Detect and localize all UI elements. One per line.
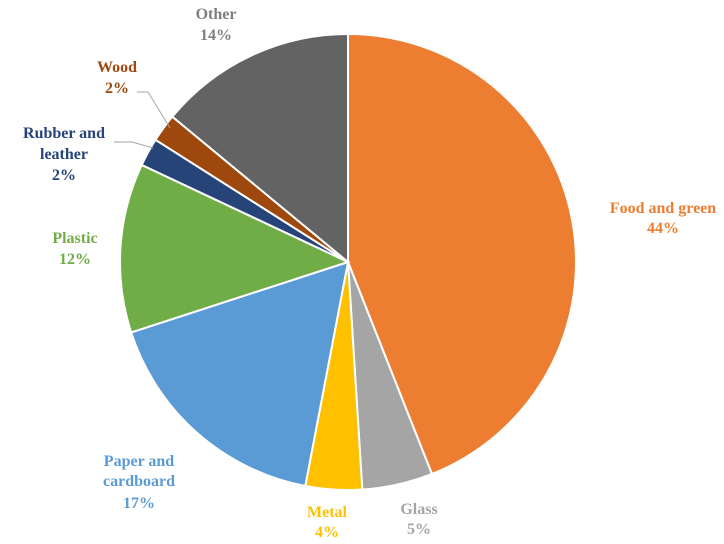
slice-label-metal: Metal 4% xyxy=(307,504,348,541)
slice-value-food-and-green: 44% xyxy=(647,220,679,237)
slice-value-paper-and-cardboard: 17% xyxy=(123,495,155,512)
slice-value-rubber-and-leather: 2% xyxy=(52,167,76,184)
pie-slices xyxy=(119,32,577,491)
slice-name-other: Other xyxy=(196,6,237,23)
slice-value-wood: 2% xyxy=(105,80,129,97)
slice-name-paper-and-cardboard: Paper and xyxy=(104,453,174,470)
slice-name-plastic: Plastic xyxy=(52,230,97,247)
pie-slice-other xyxy=(170,32,349,265)
slice-labels: Food and green 44% Glass 5% Metal 4% Paper and… xyxy=(23,6,716,541)
slice-name-food-and-green: Food and green xyxy=(610,200,716,217)
slice-label-plastic: Plastic 12% xyxy=(52,230,97,268)
slice-name-rubber-and-leather: leather xyxy=(40,146,88,163)
slice-name-glass: Glass xyxy=(400,501,437,518)
slice-label-food-and-green: Food and green 44% xyxy=(610,200,716,237)
leader-line-rubber-and-leather xyxy=(114,141,154,149)
slice-label-wood: Wood 2% xyxy=(97,59,137,97)
slice-value-other: 14% xyxy=(200,27,232,44)
leader-lines xyxy=(114,91,171,149)
slice-name-metal: Metal xyxy=(307,504,348,521)
slice-label-paper-and-cardboard: Paper and cardboard 17% xyxy=(103,453,175,512)
pie-slice-plastic xyxy=(119,163,351,334)
slice-value-metal: 4% xyxy=(315,524,339,541)
slice-name-paper-and-cardboard: cardboard xyxy=(103,473,175,490)
slice-label-other: Other 14% xyxy=(196,6,237,44)
slice-label-glass: Glass 5% xyxy=(400,501,437,538)
slice-value-plastic: 12% xyxy=(59,251,91,268)
leader-line-wood xyxy=(137,91,171,129)
slice-label-rubber-and-leather: Rubber and leather 2% xyxy=(23,125,105,184)
slice-name-rubber-and-leather: Rubber and xyxy=(23,125,105,142)
slice-name-wood: Wood xyxy=(97,59,137,76)
pie-slice-paper-and-cardboard xyxy=(129,260,350,488)
pie-slice-food-and-green xyxy=(347,32,577,476)
slice-value-glass: 5% xyxy=(407,521,431,538)
